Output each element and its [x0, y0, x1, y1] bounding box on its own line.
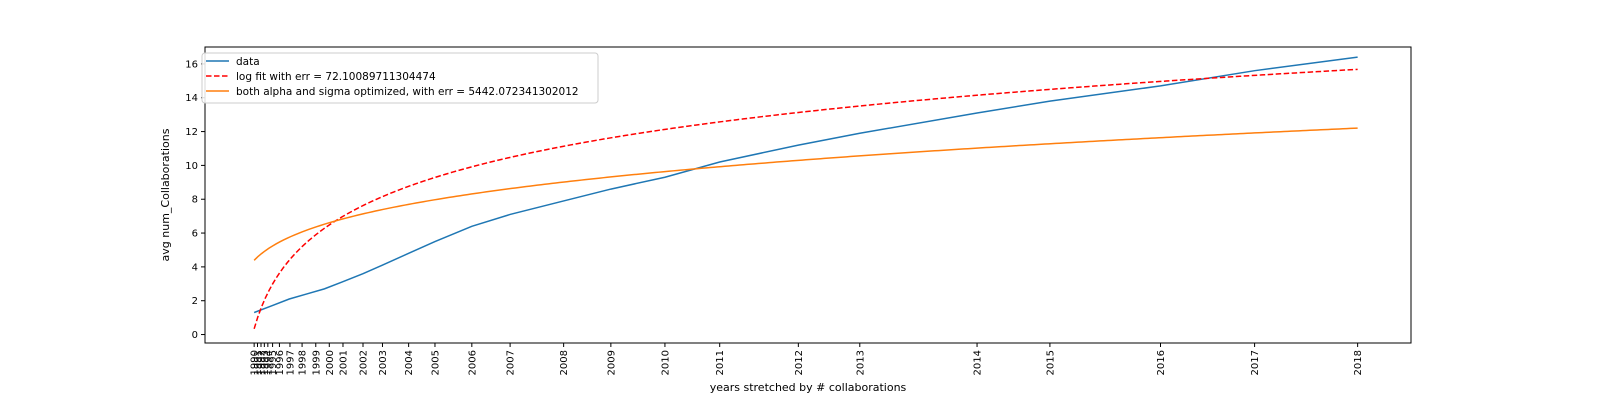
x-axis-label: years stretched by # collaborations	[710, 381, 907, 394]
y-tick-label: 8	[192, 195, 198, 206]
x-tick-label: 2011	[715, 350, 726, 375]
y-tick-label: 0	[192, 330, 198, 341]
x-tick-label: 1991	[253, 350, 264, 375]
x-tick-label: 1996	[275, 350, 286, 375]
x-tick-label: 2012	[794, 350, 805, 375]
y-tick-label: 6	[192, 229, 198, 240]
x-tick-label: 1997	[285, 350, 296, 375]
y-tick-label: 14	[185, 93, 198, 104]
axes-frame	[204, 46, 1412, 344]
x-tick-label: 2015	[1045, 350, 1056, 375]
legend-label-data: data	[236, 56, 260, 68]
y-axis-label: avg num_Collaborations	[159, 128, 172, 261]
x-tick-label: 1992	[256, 350, 267, 375]
x-tick-label: 1990	[250, 350, 261, 375]
series-line-optimized	[253, 127, 1358, 261]
x-tick-label: 2008	[559, 350, 570, 375]
x-tick-label: 2009	[606, 350, 617, 375]
y-tick-label: 10	[185, 161, 198, 172]
x-tick-label: 1999	[311, 350, 322, 375]
x-tick-label: 1994	[263, 350, 274, 375]
y-tick-label: 12	[185, 127, 198, 138]
x-tick-label: 2006	[467, 350, 478, 375]
x-tick-label: 2000	[325, 350, 336, 375]
x-tick-label: 2014	[973, 350, 984, 375]
y-tick-label: 16	[185, 59, 198, 70]
x-tick-label: 2003	[378, 350, 389, 375]
x-tick-label: 2007	[506, 350, 517, 375]
legend-label-log-fit: log fit with err = 72.10089711304474	[236, 71, 436, 83]
plot-area	[253, 56, 1358, 330]
x-tick-label: 2001	[338, 350, 349, 375]
x-tick-label: 2013	[855, 350, 866, 375]
series-line-data	[253, 56, 1358, 314]
x-tick-label: 1993	[260, 350, 271, 375]
legend-box	[201, 52, 599, 104]
legend: data log fit with err = 72.1008971130447…	[201, 52, 599, 104]
x-tick-label: 2004	[404, 350, 415, 375]
x-tick-label: 1998	[298, 350, 309, 375]
x-tick-label: 2005	[430, 350, 441, 375]
y-tick-label: 2	[192, 296, 198, 307]
y-tick-label: 4	[192, 262, 198, 273]
legend-label-optimized: both alpha and sigma optimized, with err…	[236, 86, 579, 98]
x-tick-label: 2016	[1156, 350, 1167, 375]
x-tick-label: 1995	[268, 350, 279, 375]
x-tick-label: 2018	[1353, 350, 1364, 375]
x-tick-label: 2010	[660, 350, 671, 375]
x-tick-label: 2002	[358, 350, 369, 375]
series-line-log-fit	[253, 68, 1358, 330]
axes	[204, 46, 1412, 344]
x-tick-label: 2017	[1250, 350, 1261, 375]
